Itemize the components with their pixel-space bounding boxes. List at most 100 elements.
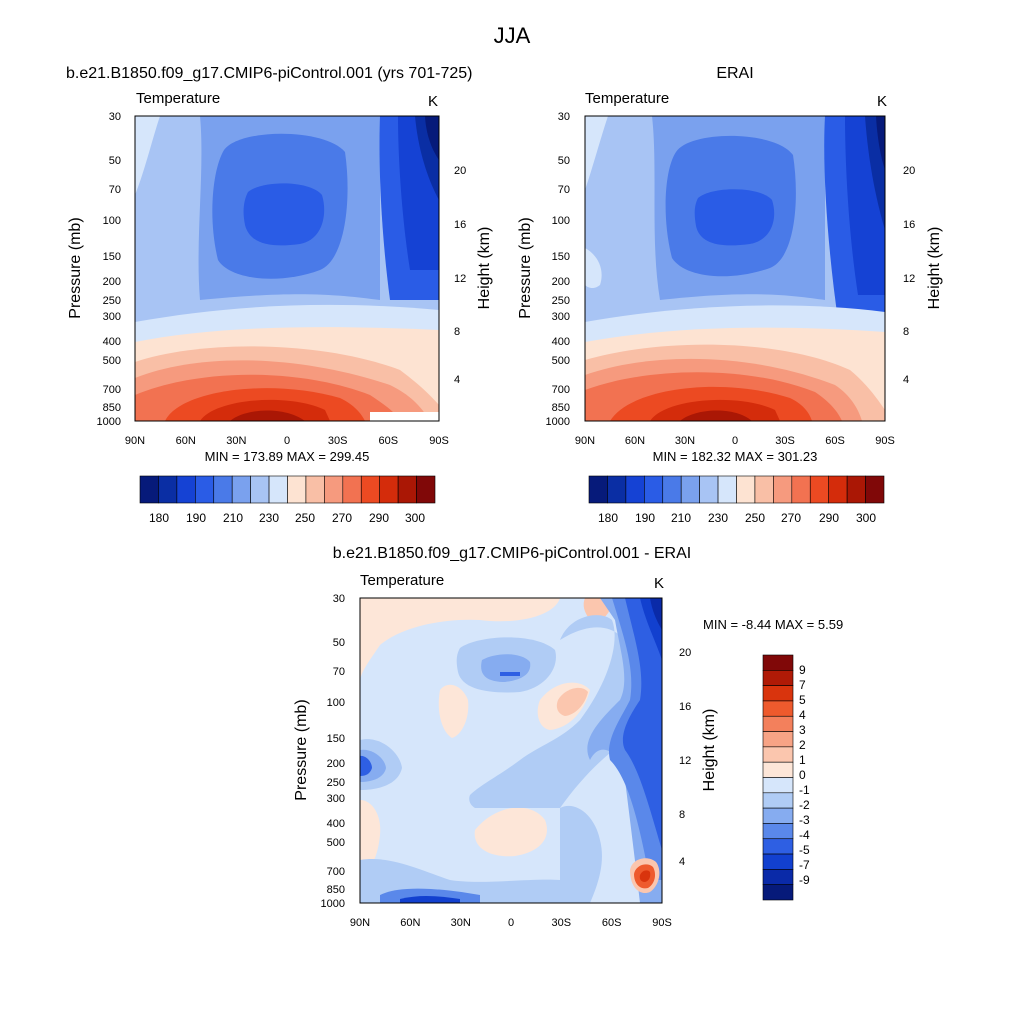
colorbar-label: 300 bbox=[405, 511, 425, 525]
panel-erai: ERAI Temperature K 90N 60N bbox=[517, 65, 943, 525]
colorbar-swatch bbox=[762, 823, 794, 840]
colorbar-label: 230 bbox=[708, 511, 728, 525]
x-tick-label: 60N bbox=[400, 917, 420, 929]
x-tick-label: 90N bbox=[575, 435, 595, 447]
y-tick-label: 50 bbox=[109, 155, 121, 167]
y-tick-label: 30 bbox=[558, 111, 570, 123]
colorbar-swatch bbox=[139, 475, 159, 504]
x-tick-label: 90N bbox=[125, 435, 145, 447]
y-tick-label: 100 bbox=[327, 697, 345, 709]
height-ticks: 20 16 12 8 4 bbox=[679, 647, 691, 868]
y-tick-label: 250 bbox=[103, 295, 121, 307]
y-tick-label: 50 bbox=[558, 155, 570, 167]
height-tick-label: 12 bbox=[679, 755, 691, 767]
y-tick-label: 200 bbox=[327, 758, 345, 770]
y-tick-label: 150 bbox=[103, 251, 121, 263]
colorbar-label: 7 bbox=[799, 678, 806, 692]
colorbar-swatch bbox=[662, 475, 682, 504]
y-tick-label: 1000 bbox=[546, 416, 570, 428]
colorbar-swatch bbox=[762, 884, 794, 901]
panel-difference: b.e21.B1850.f09_g17.CMIP6-piControl.001 … bbox=[293, 545, 843, 929]
field-label: Temperature bbox=[360, 572, 444, 589]
colorbar-swatch bbox=[416, 475, 436, 504]
colorbar-swatch bbox=[176, 475, 196, 504]
colorbar-swatch bbox=[607, 475, 627, 504]
x-tick-label: 90N bbox=[350, 917, 370, 929]
colorbar-label: -7 bbox=[799, 858, 810, 872]
colorbar-swatch bbox=[324, 475, 344, 504]
colorbar-swatch bbox=[762, 746, 794, 763]
colorbar-swatch bbox=[791, 475, 811, 504]
y-tick-label: 250 bbox=[552, 295, 570, 307]
colorbar-label: -4 bbox=[799, 828, 810, 842]
colorbar-swatch bbox=[828, 475, 848, 504]
colorbar-label: -3 bbox=[799, 813, 810, 827]
y-tick-label: 300 bbox=[327, 793, 345, 805]
colorbar-swatch bbox=[158, 475, 178, 504]
x-ticks: 90N 60N 30N 0 30S 60S 90S bbox=[125, 435, 449, 447]
y-tick-label: 100 bbox=[552, 215, 570, 227]
height-tick-label: 20 bbox=[679, 647, 691, 659]
x-tick-label: 90S bbox=[652, 917, 672, 929]
y-tick-label: 400 bbox=[552, 336, 570, 348]
colorbar: 180 190 210 230 250 270 290 300 bbox=[139, 475, 436, 525]
colorbar-label: 180 bbox=[598, 511, 618, 525]
y-tick-label: 1000 bbox=[97, 416, 121, 428]
colorbar-swatch bbox=[231, 475, 251, 504]
x-tick-label: 0 bbox=[508, 917, 514, 929]
field-label: Temperature bbox=[136, 90, 220, 107]
colorbar-swatch bbox=[213, 475, 233, 504]
colorbar-swatch bbox=[762, 700, 794, 717]
y-axis-label-right: Height (km) bbox=[926, 227, 943, 310]
x-tick-label: 30N bbox=[226, 435, 246, 447]
panel-title: ERAI bbox=[716, 65, 753, 82]
y-tick-label: 200 bbox=[552, 276, 570, 288]
y-tick-label: 1000 bbox=[321, 898, 345, 910]
colorbar-swatch bbox=[762, 761, 794, 778]
colorbar-swatch bbox=[762, 731, 794, 748]
colorbar-label: 0 bbox=[799, 768, 806, 782]
y-tick-label: 100 bbox=[103, 215, 121, 227]
y-tick-label: 200 bbox=[103, 276, 121, 288]
colorbar-label: 4 bbox=[799, 708, 806, 722]
x-ticks: 90N 60N 30N 0 30S 60S 90S bbox=[350, 917, 672, 929]
colorbar-swatches bbox=[139, 475, 436, 504]
figure-title: JJA bbox=[494, 23, 531, 48]
colorbar-label: 290 bbox=[369, 511, 389, 525]
colorbar-swatch bbox=[397, 475, 417, 504]
y-axis-label: Pressure (mb) bbox=[67, 217, 84, 318]
height-tick-label: 8 bbox=[903, 326, 909, 338]
x-tick-label: 30S bbox=[552, 917, 572, 929]
colorbar-label: 250 bbox=[295, 511, 315, 525]
height-tick-label: 4 bbox=[679, 856, 685, 868]
x-tick-label: 60N bbox=[625, 435, 645, 447]
y-tick-label: 500 bbox=[327, 837, 345, 849]
colorbar: 9 7 5 4 3 2 1 0 -1 -2 -3 -4 -5 -7 -9 bbox=[762, 654, 810, 901]
colorbar-label: 210 bbox=[671, 511, 691, 525]
x-tick-label: 0 bbox=[732, 435, 738, 447]
contour-field bbox=[585, 116, 885, 421]
colorbar-swatch bbox=[762, 807, 794, 824]
y-tick-label: 700 bbox=[103, 384, 121, 396]
colorbar-swatch bbox=[250, 475, 270, 504]
y-tick-label: 400 bbox=[327, 818, 345, 830]
height-ticks: 20 16 12 8 4 bbox=[903, 165, 915, 386]
y-tick-label: 150 bbox=[552, 251, 570, 263]
colorbar-swatch bbox=[360, 475, 380, 504]
x-tick-label: 30N bbox=[675, 435, 695, 447]
colorbar-label: 3 bbox=[799, 723, 806, 737]
colorbar-label: 2 bbox=[799, 738, 806, 752]
contour-field bbox=[135, 116, 439, 421]
y-tick-label: 70 bbox=[333, 666, 345, 678]
height-tick-label: 8 bbox=[679, 809, 685, 821]
height-tick-label: 4 bbox=[903, 374, 909, 386]
y-tick-label: 30 bbox=[333, 593, 345, 605]
y-axis-label: Pressure (mb) bbox=[293, 699, 310, 800]
y-tick-label: 70 bbox=[558, 184, 570, 196]
panel-model: b.e21.B1850.f09_g17.CMIP6-piControl.001 … bbox=[66, 65, 493, 525]
y-tick-label: 150 bbox=[327, 733, 345, 745]
panel-title: b.e21.B1850.f09_g17.CMIP6-piControl.001 … bbox=[66, 65, 472, 82]
y-tick-label: 400 bbox=[103, 336, 121, 348]
colorbar-swatch bbox=[762, 838, 794, 855]
